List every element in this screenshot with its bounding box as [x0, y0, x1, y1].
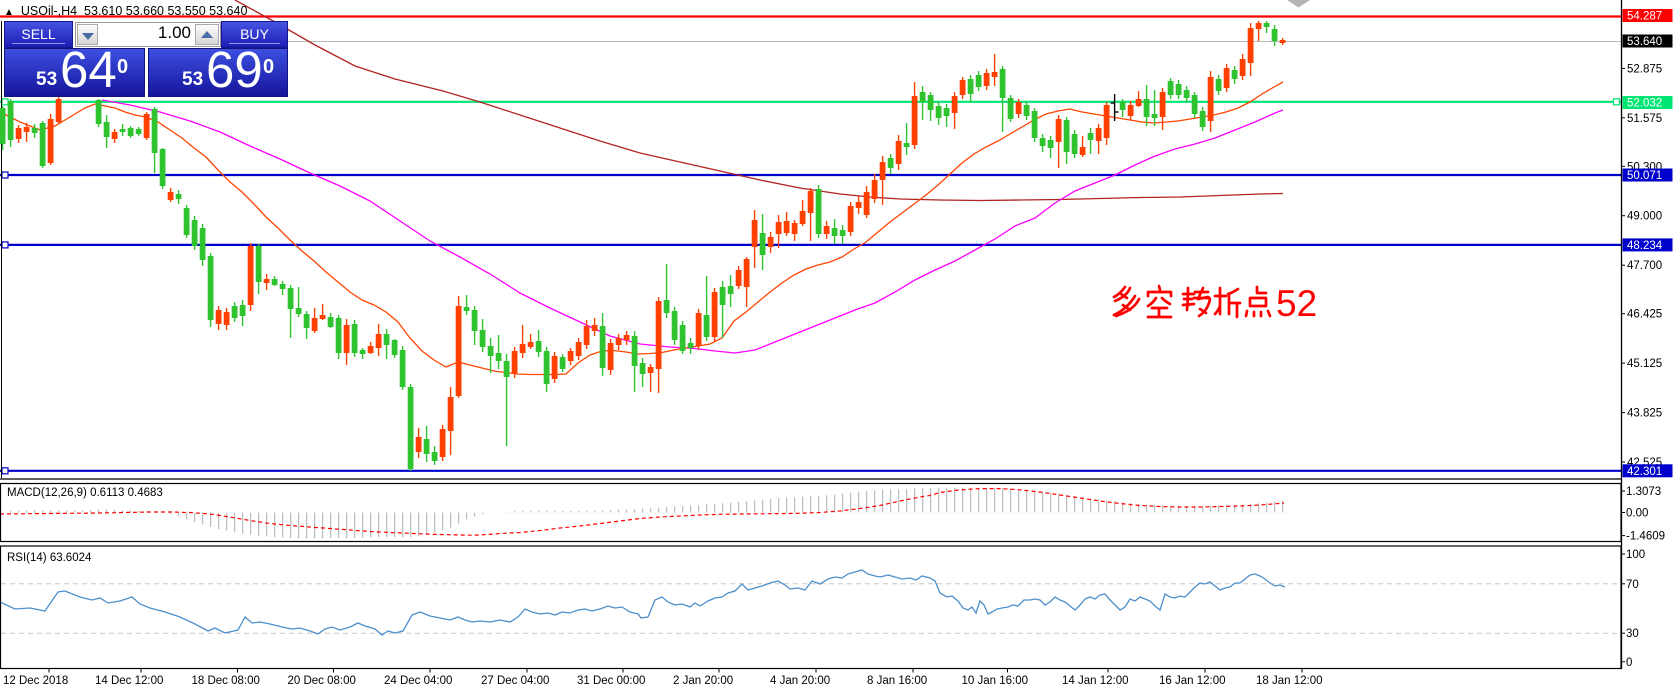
- svg-text:31 Dec 00:00: 31 Dec 00:00: [577, 675, 645, 687]
- svg-text:70: 70: [1626, 579, 1639, 591]
- svg-text:42.301: 42.301: [1627, 466, 1662, 478]
- svg-text:1.3073: 1.3073: [1626, 486, 1661, 498]
- svg-text:100: 100: [1626, 549, 1645, 561]
- svg-text:14 Jan 12:00: 14 Jan 12:00: [1062, 675, 1129, 687]
- svg-text:52.875: 52.875: [1627, 63, 1662, 75]
- svg-text:54.287: 54.287: [1627, 11, 1662, 23]
- svg-text:0: 0: [1626, 657, 1632, 669]
- svg-text:45.125: 45.125: [1627, 358, 1662, 370]
- svg-text:46.425: 46.425: [1627, 309, 1662, 321]
- svg-text:MACD(12,26,9) 0.6113 0.4683: MACD(12,26,9) 0.6113 0.4683: [7, 487, 163, 499]
- svg-text:0.00: 0.00: [1626, 508, 1648, 520]
- svg-text:48.234: 48.234: [1627, 240, 1663, 252]
- svg-text:12 Dec 2018: 12 Dec 2018: [3, 675, 68, 687]
- svg-text:43.825: 43.825: [1627, 408, 1662, 420]
- svg-text:52.032: 52.032: [1627, 98, 1662, 110]
- svg-text:20 Dec 08:00: 20 Dec 08:00: [288, 675, 356, 687]
- svg-text:52: 52: [1276, 283, 1317, 324]
- svg-text:47.700: 47.700: [1627, 260, 1662, 272]
- svg-text:18 Dec 08:00: 18 Dec 08:00: [192, 675, 260, 687]
- svg-text:51.575: 51.575: [1627, 113, 1662, 125]
- svg-text:18 Jan 12:00: 18 Jan 12:00: [1256, 675, 1323, 687]
- svg-text:14 Dec 12:00: 14 Dec 12:00: [95, 675, 163, 687]
- svg-text:30: 30: [1626, 628, 1639, 640]
- svg-text:4 Jan 20:00: 4 Jan 20:00: [770, 675, 830, 687]
- svg-text:16 Jan 12:00: 16 Jan 12:00: [1159, 675, 1226, 687]
- svg-text:27 Dec 04:00: 27 Dec 04:00: [481, 675, 549, 687]
- svg-text:24 Dec 04:00: 24 Dec 04:00: [384, 675, 452, 687]
- svg-text:50.071: 50.071: [1627, 170, 1662, 182]
- svg-text:2 Jan 20:00: 2 Jan 20:00: [673, 675, 733, 687]
- svg-text:8 Jan 16:00: 8 Jan 16:00: [867, 675, 927, 687]
- svg-text:-1.4609: -1.4609: [1626, 531, 1665, 543]
- svg-text:RSI(14) 63.6024: RSI(14) 63.6024: [7, 552, 92, 564]
- svg-text:10 Jan 16:00: 10 Jan 16:00: [962, 675, 1029, 687]
- svg-text:49.000: 49.000: [1627, 211, 1662, 223]
- svg-text:53.640: 53.640: [1627, 36, 1662, 48]
